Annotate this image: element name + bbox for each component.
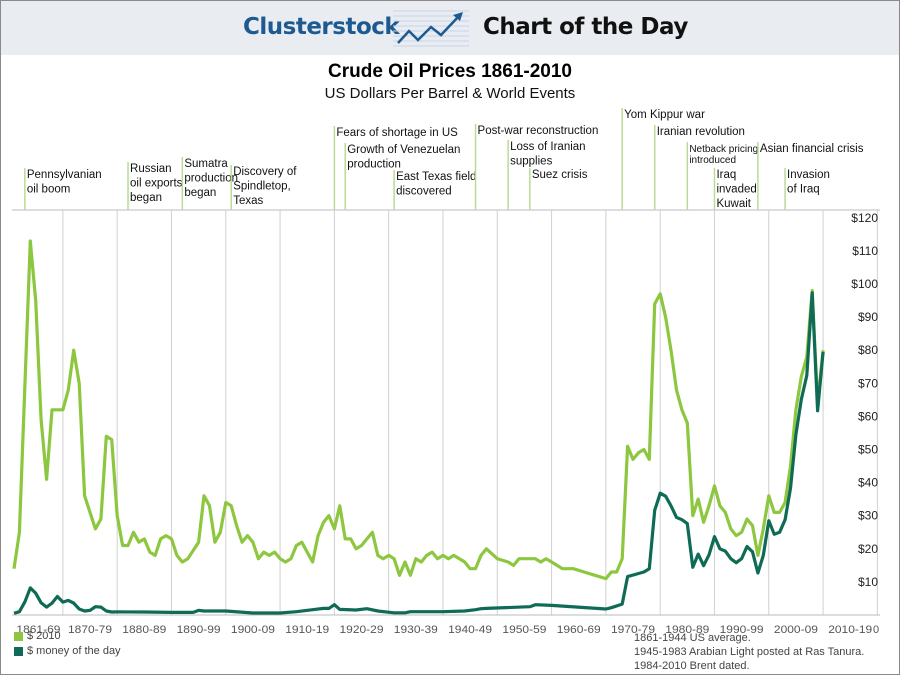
event-label: Suez crisis	[532, 169, 588, 181]
brand-name: Clusterstock	[243, 14, 400, 40]
x-tick-label: 2010-19	[828, 624, 872, 636]
event-label: Iraq	[716, 169, 736, 181]
x-tick-label: 1930-39	[394, 624, 438, 636]
legend-swatch-real	[14, 631, 23, 641]
event-label: began	[130, 192, 162, 204]
x-tick-label: 1980-89	[665, 624, 709, 636]
x-tick-label: 1920-29	[340, 624, 384, 636]
x-tick-label: 1880-89	[122, 624, 166, 636]
x-tick-label: 1910-19	[285, 624, 329, 636]
x-tick-label: 1900-09	[231, 624, 275, 636]
y-tick-label: $10	[858, 575, 878, 589]
y-tick-label: $80	[858, 343, 878, 357]
event-label: Loss of Iranian	[510, 141, 585, 153]
y-tick-label: $40	[858, 476, 878, 490]
event-label: Iranian revolution	[657, 126, 745, 138]
y-tick-label: $90	[858, 310, 878, 324]
event-label: Russian	[130, 163, 172, 175]
event-label: Fears of shortage in US	[336, 127, 458, 139]
event-label: East Texas field	[396, 171, 476, 183]
event-label: discovered	[396, 186, 452, 198]
legend-swatch-nominal	[14, 646, 23, 656]
event-label: Invasion	[787, 169, 830, 181]
legend-label: $ 2010	[27, 630, 61, 642]
event-label: began	[184, 187, 216, 199]
source-note: 1945-1983 Arabian Light posted at Ras Ta…	[634, 646, 865, 658]
x-tick-label: 1960-69	[557, 624, 601, 636]
x-tick-label: 1950-59	[502, 624, 546, 636]
event-label: Texas	[233, 195, 263, 207]
series-nominal-dollars	[13, 291, 825, 615]
event-label: production	[347, 159, 401, 171]
y-tick-label: $60	[858, 409, 878, 423]
series-real-2010-dollars	[12, 239, 825, 581]
event-label: Pennsylvanian	[27, 169, 102, 181]
x-tick-label: 1861-69	[16, 624, 60, 636]
legend-label: $ money of the day	[27, 645, 121, 657]
event-label: oil boom	[27, 184, 70, 196]
rising-line-chart-arrow-icon	[393, 10, 469, 47]
x-tick-label: 1990-99	[720, 624, 764, 636]
y-tick-label: $30	[858, 509, 878, 523]
event-label: oil exports	[130, 178, 183, 190]
chart-subtitle: US Dollars Per Barrel & World Events	[324, 85, 576, 102]
source-note: 1861-1944 US average.	[634, 632, 751, 644]
event-label: Discovery of	[233, 166, 297, 178]
y-tick-label: $70	[858, 376, 878, 390]
x-tick-label: 1970-79	[611, 624, 655, 636]
chart-title: Crude Oil Prices 1861-2010	[328, 61, 572, 82]
event-label: supplies	[510, 156, 552, 168]
y-tick-label: $120	[851, 211, 878, 225]
event-label: introduced	[689, 155, 736, 166]
event-label: invaded	[716, 184, 756, 196]
event-label: Growth of Venezuelan	[347, 144, 460, 156]
event-label: production	[184, 173, 238, 185]
event-label: Sumatra	[184, 158, 228, 170]
x-tick-label: 1890-99	[177, 624, 221, 636]
y-tick-label: $110	[852, 244, 878, 258]
event-label: Post-war reconstruction	[478, 125, 599, 137]
event-label: Kuwait	[716, 198, 751, 210]
y-tick-label: $100	[851, 277, 878, 291]
event-label: Netback pricing	[689, 144, 758, 155]
x-tick-label: 0	[873, 624, 879, 636]
x-tick-label: 1940-49	[448, 624, 492, 636]
legend-item-real: $ 2010	[14, 630, 61, 642]
event-label: Yom Kippur war	[624, 109, 705, 121]
y-tick-label: $20	[858, 542, 878, 556]
legend-item-nominal: $ money of the day	[14, 645, 121, 657]
event-label: Asian financial crisis	[760, 143, 864, 155]
event-label: Spindletop,	[233, 181, 291, 193]
y-tick-label: $50	[858, 443, 878, 457]
x-tick-label: 2000-09	[774, 624, 818, 636]
event-label: of Iraq	[787, 184, 820, 196]
source-note: 1984-2010 Brent dated.	[634, 660, 750, 672]
section-title: Chart of the Day	[483, 14, 688, 40]
x-tick-label: 1870-79	[68, 624, 112, 636]
